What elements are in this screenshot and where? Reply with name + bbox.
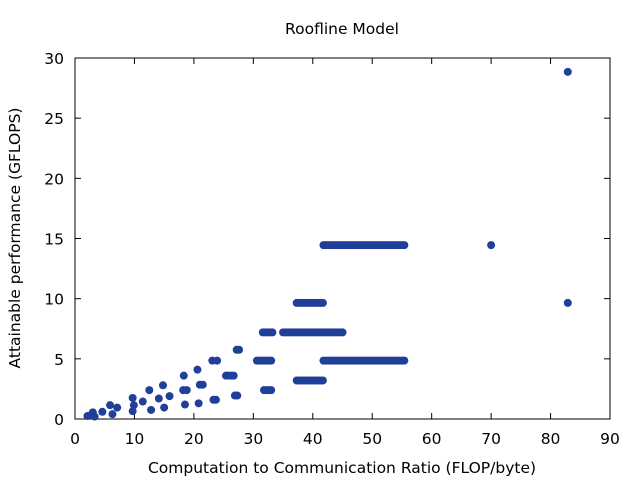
data-point <box>128 393 137 402</box>
y-tick-label: 10 <box>44 291 64 309</box>
data-point <box>268 328 277 337</box>
data-point <box>165 392 174 401</box>
data-points <box>83 67 572 421</box>
data-point <box>113 403 122 412</box>
y-tick-label: 0 <box>54 411 64 429</box>
data-point <box>138 397 147 406</box>
y-tick-label: 30 <box>44 50 64 68</box>
x-axis: 0 10 20 30 40 50 60 70 80 90 <box>70 58 620 448</box>
data-point <box>128 407 137 416</box>
data-point <box>193 365 202 374</box>
x-tick-label: 80 <box>541 430 561 448</box>
y-axis-label: Attainable performance (GFLOPS) <box>6 108 24 369</box>
data-point <box>108 410 117 419</box>
data-point <box>563 298 572 307</box>
data-point <box>158 381 167 390</box>
x-tick-label: 70 <box>481 430 501 448</box>
data-point <box>563 67 572 76</box>
data-point <box>235 345 244 354</box>
x-tick-label: 90 <box>600 430 620 448</box>
x-tick-label: 60 <box>422 430 442 448</box>
chart-title: Roofline Model <box>285 20 399 38</box>
data-point <box>145 386 154 395</box>
data-point <box>154 394 163 403</box>
data-point <box>106 401 115 410</box>
data-point <box>182 386 191 395</box>
data-point <box>129 401 138 410</box>
data-point <box>160 403 169 412</box>
data-point <box>179 371 188 380</box>
plot-area-frame <box>74 57 611 420</box>
data-point <box>267 356 276 365</box>
data-point <box>338 328 347 337</box>
data-point <box>98 407 107 416</box>
y-tick-label: 5 <box>54 351 64 369</box>
data-point <box>400 356 409 365</box>
data-point <box>318 298 327 307</box>
y-tick-label: 20 <box>44 170 64 188</box>
y-axis: 0 5 10 15 20 25 30 <box>44 50 610 429</box>
x-tick-label: 20 <box>184 430 204 448</box>
data-point <box>90 412 99 421</box>
x-tick-label: 50 <box>362 430 382 448</box>
x-tick-label: 10 <box>125 430 145 448</box>
data-point <box>400 241 409 250</box>
x-axis-label: Computation to Communication Ratio (FLOP… <box>148 459 536 477</box>
y-tick-label: 25 <box>44 110 64 128</box>
data-point <box>487 241 496 250</box>
data-point <box>267 386 276 395</box>
data-point <box>198 380 207 389</box>
data-point <box>211 395 220 404</box>
x-tick-label: 40 <box>303 430 323 448</box>
x-tick-label: 0 <box>70 430 80 448</box>
data-point <box>229 371 238 380</box>
x-tick-label: 30 <box>243 430 263 448</box>
data-point <box>194 399 203 408</box>
data-point <box>233 391 242 400</box>
data-point <box>318 376 327 385</box>
data-point <box>213 356 222 365</box>
y-tick-label: 15 <box>44 231 64 249</box>
data-point <box>147 405 156 414</box>
data-point <box>180 400 189 409</box>
